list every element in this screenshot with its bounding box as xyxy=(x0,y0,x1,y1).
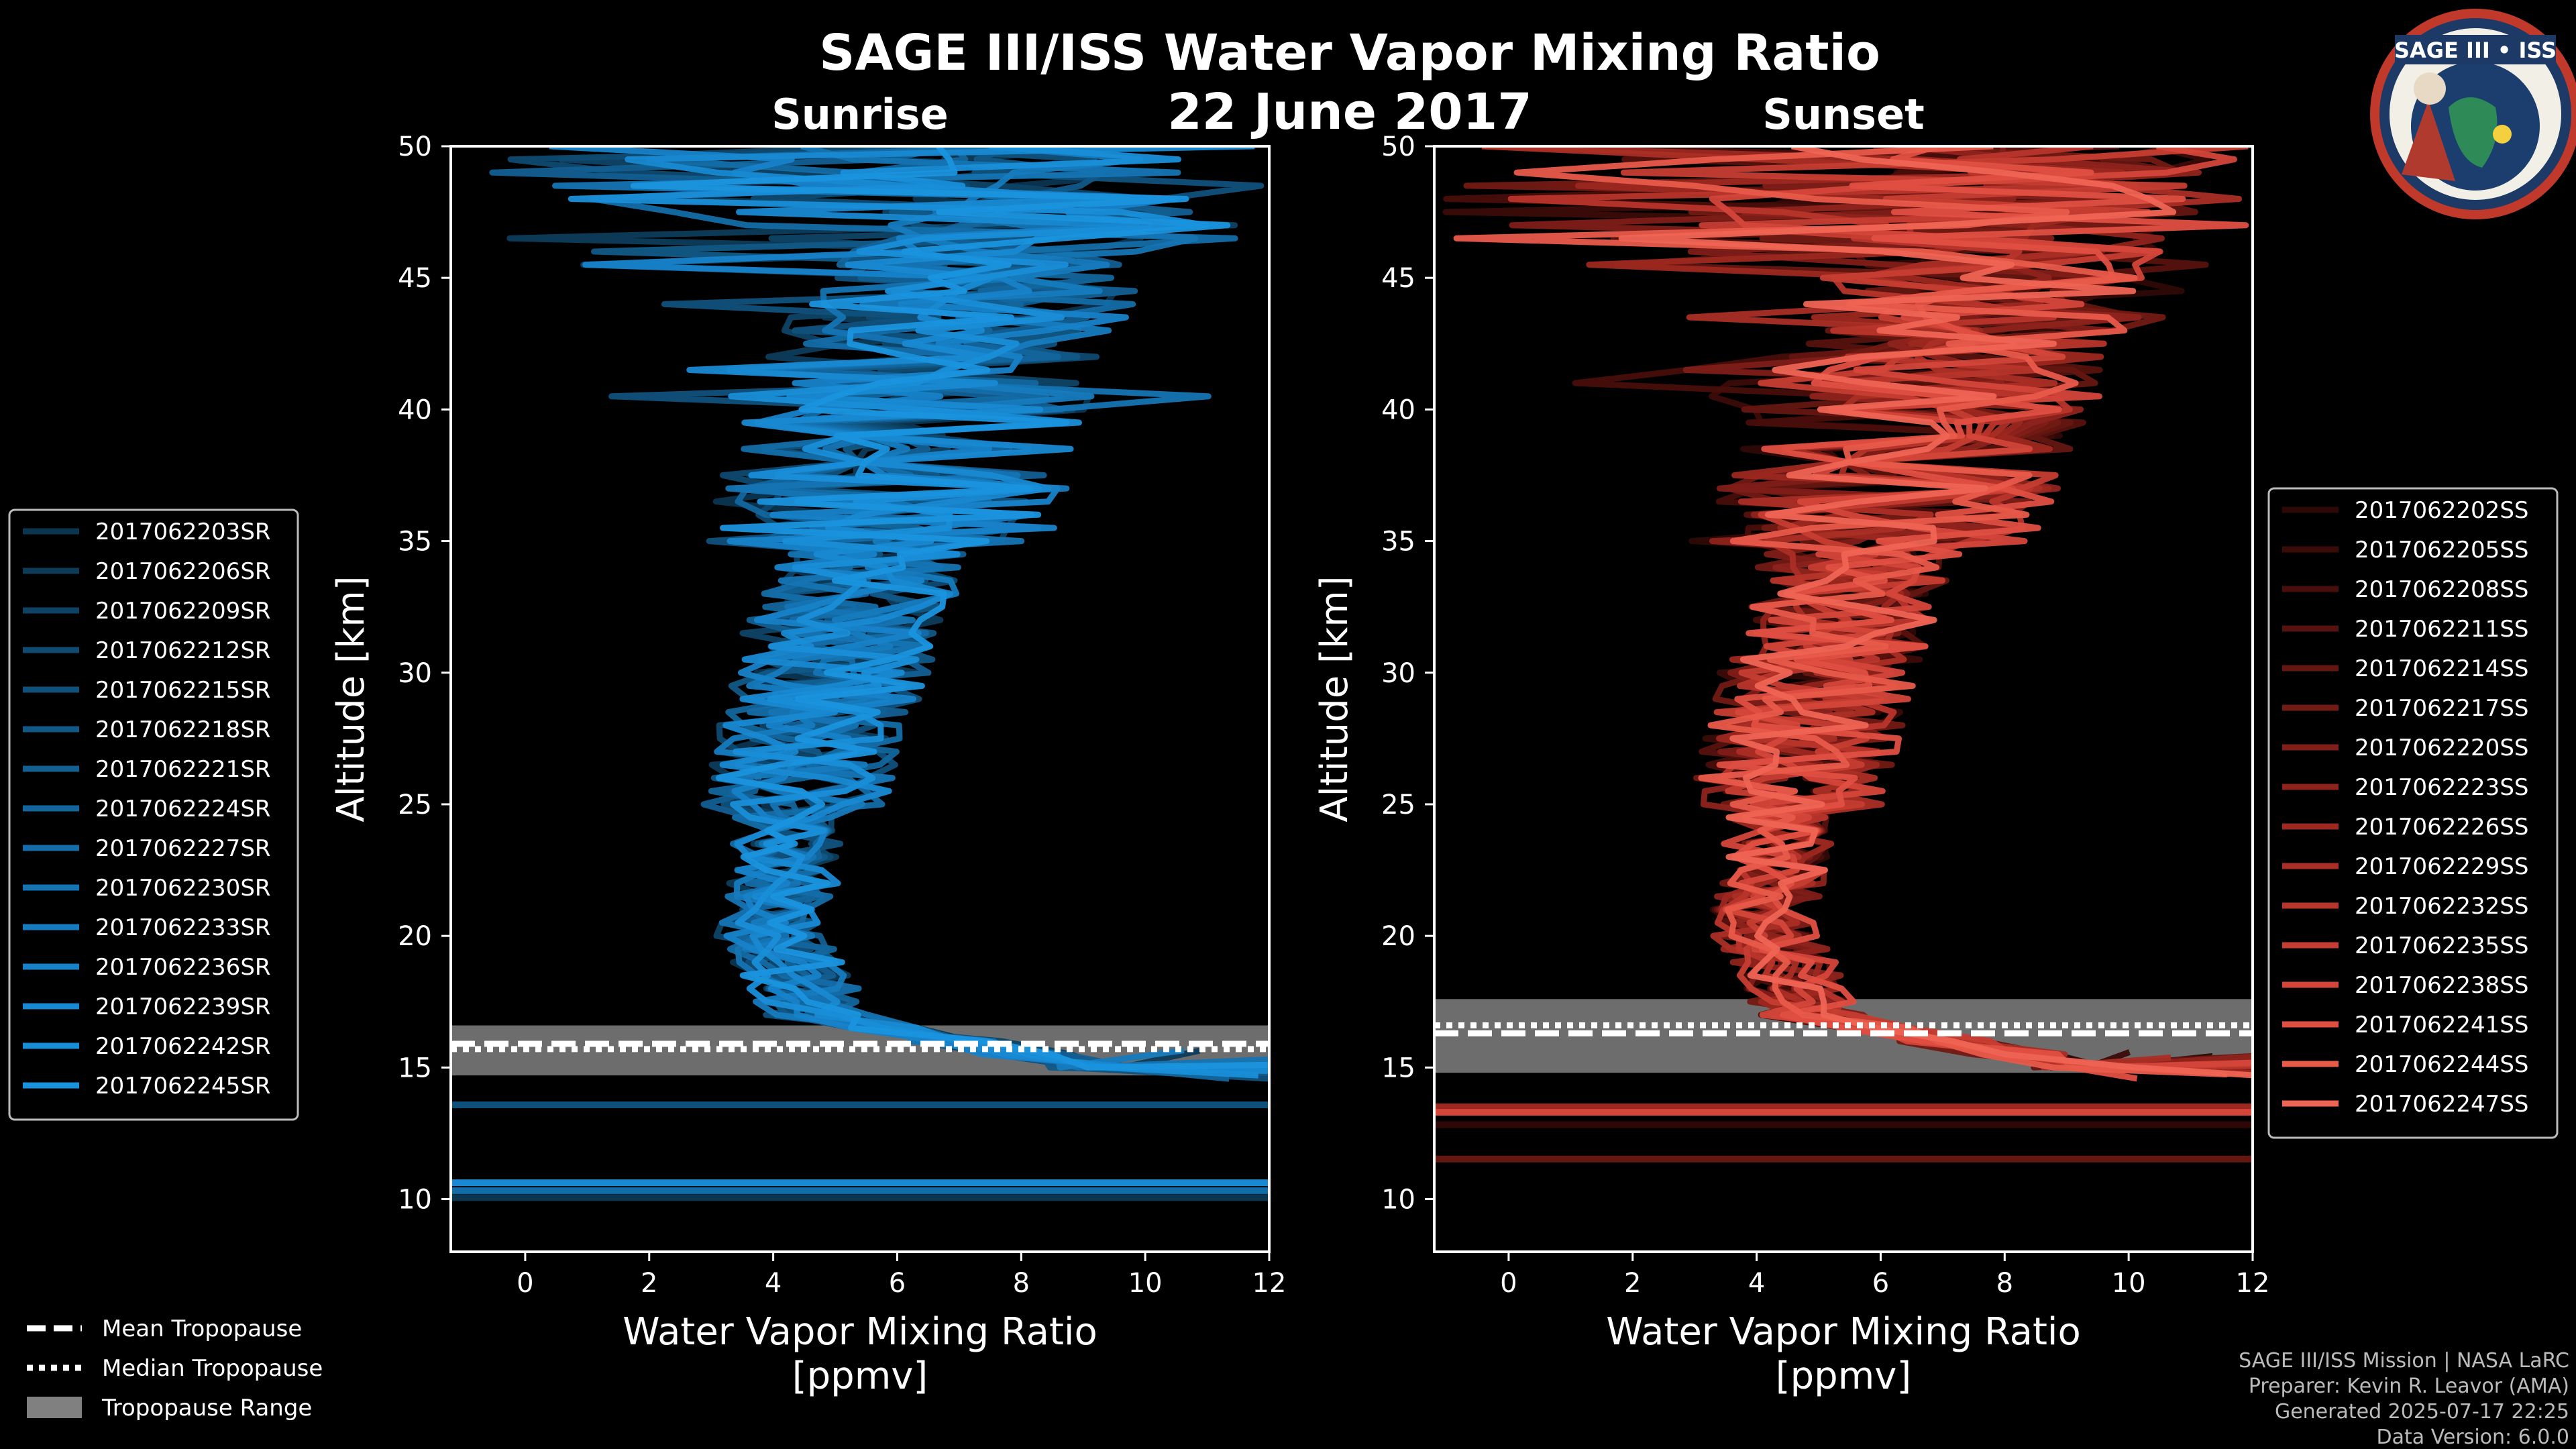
y-tick-label: 50 xyxy=(398,131,432,162)
legend-entry: 2017062224SR xyxy=(95,796,271,822)
legend-entry: Median Tropopause xyxy=(102,1355,323,1382)
legend-entry: 2017062245SR xyxy=(95,1073,271,1099)
y-tick-label: 20 xyxy=(1381,921,1415,952)
profile-line-2017062242SR xyxy=(568,146,1258,1079)
y-tick-label: 25 xyxy=(398,790,432,820)
legend-entry: 2017062217SS xyxy=(2355,695,2528,722)
y-axis-label: Altitude [km] xyxy=(1313,576,1356,822)
profile-line-2017062238SS xyxy=(1709,146,2253,1071)
legend-entry: 2017062218SR xyxy=(95,716,271,743)
series-legend-sunrise: 2017062203SR 2017062206SR 2017062209SR 2017… xyxy=(8,508,299,1121)
sage-logo: SAGE III • ISS xyxy=(2370,9,2576,219)
x-tick-label: 8 xyxy=(1013,1268,1030,1299)
y-tick-label: 30 xyxy=(398,658,432,689)
profile-line-2017062247SS xyxy=(1618,146,2253,1079)
tropopause-legend: Mean Tropopause Median Tropopause Tropopau… xyxy=(27,1316,323,1421)
x-axis-label: [ppmv] xyxy=(792,1354,928,1398)
profile-line-2017062245SR xyxy=(630,146,1269,1071)
chart-date: 22 June 2017 xyxy=(1167,83,1532,141)
x-tick-label: 6 xyxy=(889,1268,906,1299)
y-tick-label: 45 xyxy=(398,263,432,294)
legend-entry: 2017062208SS xyxy=(2355,576,2528,603)
x-tick-label: 0 xyxy=(1500,1268,1517,1299)
credit-line: Preparer: Kevin R. Leavor (AMA) xyxy=(2249,1375,2569,1398)
plot-frame xyxy=(1433,145,2254,1253)
y-tick-label: 45 xyxy=(1381,263,1415,294)
legend-entry: 2017062233SR xyxy=(95,914,271,941)
x-tick-label: 2 xyxy=(641,1268,657,1299)
x-tick-label: 2 xyxy=(1624,1268,1641,1299)
legend-entry: 2017062238SS xyxy=(2355,972,2528,999)
legend-entry: 2017062209SR xyxy=(95,598,271,625)
x-axis-label: Water Vapor Mixing Ratio xyxy=(1606,1310,2080,1354)
legend-entry: 2017062239SR xyxy=(95,994,271,1020)
y-tick-label: 50 xyxy=(1381,131,1415,162)
y-tick-label: 10 xyxy=(398,1185,432,1216)
x-axis-label: Water Vapor Mixing Ratio xyxy=(623,1310,1097,1354)
y-tick-label: 40 xyxy=(1381,394,1415,425)
x-tick-label: 12 xyxy=(1252,1268,1287,1299)
legend-entry: 2017062203SR xyxy=(95,519,271,545)
credit-line: Data Version: 6.0.0 xyxy=(2377,1426,2569,1449)
legend-entry: 2017062242SR xyxy=(95,1033,271,1060)
x-tick-label: 10 xyxy=(1128,1268,1163,1299)
x-tick-label: 6 xyxy=(1872,1268,1889,1299)
subplot-title: Sunrise xyxy=(771,90,949,139)
y-tick-label: 20 xyxy=(398,921,432,952)
credits-block: SAGE III/ISS Mission | NASA LaRCPreparer… xyxy=(2239,1349,2569,1449)
legend-entry: 2017062244SS xyxy=(2355,1051,2528,1078)
x-tick-label: 4 xyxy=(1748,1268,1765,1299)
y-axis-label: Altitude [km] xyxy=(329,576,373,822)
y-tick-label: 25 xyxy=(1381,790,1415,820)
panel-sunset: Sunset 0 2 4 6 8 10 12 10 15 20 25 30 35 40 45 50 Water V… xyxy=(1313,90,2559,1398)
legend-entry: 2017062215SR xyxy=(95,677,271,704)
legend-entry: Mean Tropopause xyxy=(102,1316,302,1342)
legend-entry: 2017062202SS xyxy=(2355,497,2528,524)
y-tick-label: 15 xyxy=(1381,1053,1415,1083)
plot-frame xyxy=(449,145,1271,1253)
x-tick-label: 8 xyxy=(1996,1268,2013,1299)
y-tick-label: 10 xyxy=(1381,1185,1415,1216)
y-tick-label: 15 xyxy=(398,1053,432,1083)
profile-line-2017062232SS xyxy=(1507,146,2253,1071)
credit-line: Generated 2025-07-17 22:25 xyxy=(2275,1400,2569,1424)
y-tick-label: 40 xyxy=(398,394,432,425)
legend-entry: 2017062227SR xyxy=(95,835,271,862)
legend-entry: 2017062214SS xyxy=(2355,655,2528,682)
legend-range-swatch xyxy=(27,1397,82,1418)
legend-entry: 2017062205SS xyxy=(2355,537,2528,564)
legend-entry: 2017062232SS xyxy=(2355,893,2528,920)
legend-entry: 2017062223SS xyxy=(2355,774,2528,801)
legend-entry: 2017062220SS xyxy=(2355,735,2528,761)
legend-entry: 2017062212SR xyxy=(95,637,271,664)
legend-entry: 2017062211SS xyxy=(2355,616,2528,643)
legend-entry: 2017062236SR xyxy=(95,954,271,981)
legend-entry: 2017062206SR xyxy=(95,558,271,585)
series-legend-sunset: 2017062202SS 2017062205SS 2017062208SS 2017… xyxy=(2267,487,2559,1139)
credit-line: SAGE III/ISS Mission | NASA LaRC xyxy=(2239,1349,2569,1373)
chart-title: SAGE III/ISS Water Vapor Mixing Ratio xyxy=(819,24,1880,82)
x-tick-label: 0 xyxy=(517,1268,533,1299)
legend-entry: 2017062230SR xyxy=(95,875,271,902)
y-tick-label: 35 xyxy=(398,527,432,557)
logo-title: SAGE III • ISS xyxy=(2394,38,2557,63)
y-tick-label: 35 xyxy=(1381,527,1415,557)
subplot-title: Sunset xyxy=(1762,90,1925,139)
legend-entry: Tropopause Range xyxy=(101,1395,312,1421)
legend-entry: 2017062221SR xyxy=(95,756,271,783)
legend-entry: 2017062241SS xyxy=(2355,1012,2528,1038)
legend-entry: 2017062247SS xyxy=(2355,1091,2528,1118)
panel-sunrise: Sunrise 0 2 4 6 8 10 12 10 15 20 25 30 35 40 45 50 Water … xyxy=(8,90,1287,1398)
legend-entry: 2017062235SS xyxy=(2355,932,2528,959)
legend-entry: 2017062229SS xyxy=(2355,853,2528,880)
x-axis-label: [ppmv] xyxy=(1776,1354,1911,1398)
y-tick-label: 30 xyxy=(1381,658,1415,689)
x-tick-label: 10 xyxy=(2112,1268,2146,1299)
x-tick-label: 4 xyxy=(765,1268,782,1299)
legend-entry: 2017062226SS xyxy=(2355,814,2528,841)
x-tick-label: 12 xyxy=(2236,1268,2270,1299)
